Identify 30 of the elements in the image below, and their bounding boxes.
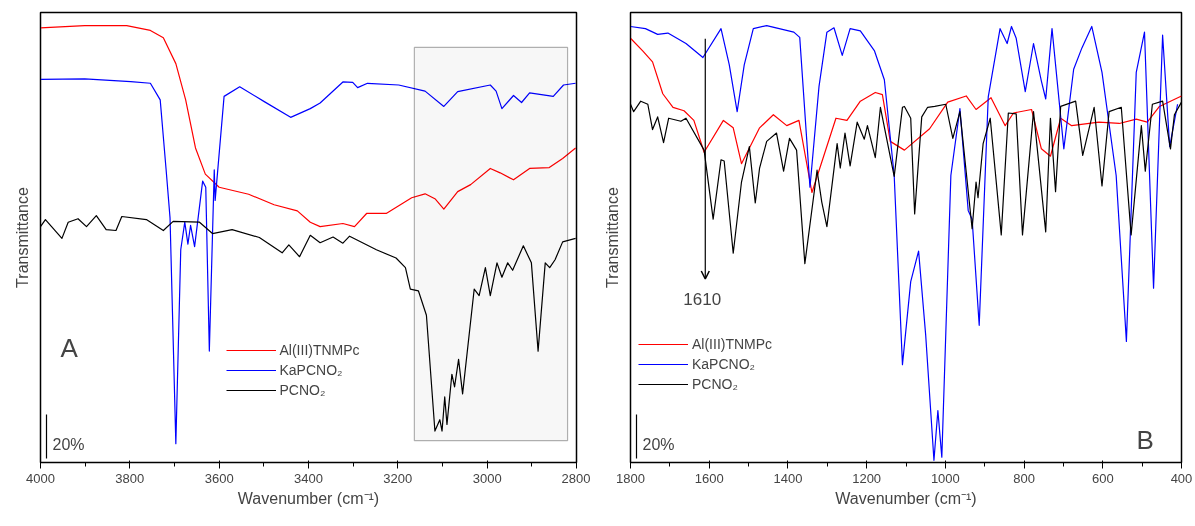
y-axis-title: Transmittance <box>603 187 621 288</box>
x-tick-label: 1200 <box>852 470 882 486</box>
x-axis-title: Wavenumber (cm⁻¹) <box>835 489 977 507</box>
x-axis-title: Wavenumber (cm⁻¹) <box>237 489 380 507</box>
annotation: 20% <box>642 435 675 453</box>
x-tick-label: 1000 <box>930 470 960 486</box>
legend-label: PCNO₂ <box>279 382 326 398</box>
legend-label: Al(III)TNMPc <box>692 336 773 352</box>
x-tick-label: 600 <box>1091 470 1114 486</box>
y-axis-title: Transmittance <box>13 187 31 288</box>
x-tick-label: 800 <box>1013 470 1035 486</box>
x-tick-label: 400 <box>1170 470 1193 486</box>
legend-label: Al(III)TNMPc <box>279 342 360 358</box>
ref-line-label: 1610 <box>683 290 722 309</box>
legend-label: PCNO₂ <box>692 376 738 392</box>
legend-label: KaPCNO₂ <box>692 356 756 372</box>
x-tick-label: 3800 <box>115 470 145 486</box>
x-tick-label: 4000 <box>26 470 55 486</box>
annotation: B <box>1136 424 1154 455</box>
x-tick-label: 1800 <box>616 470 645 486</box>
x-tick-label: 3600 <box>204 470 234 486</box>
x-tick-label: 2800 <box>561 470 591 486</box>
x-tick-label: 3400 <box>294 470 323 486</box>
x-tick-label: 1400 <box>773 470 803 486</box>
annotation: 20% <box>52 435 85 453</box>
annotation: A <box>60 332 79 363</box>
x-tick-label: 1600 <box>694 470 724 486</box>
legend-label: KaPCNO₂ <box>279 362 343 378</box>
x-tick-label: 3000 <box>472 470 502 486</box>
x-tick-label: 3200 <box>383 470 413 486</box>
